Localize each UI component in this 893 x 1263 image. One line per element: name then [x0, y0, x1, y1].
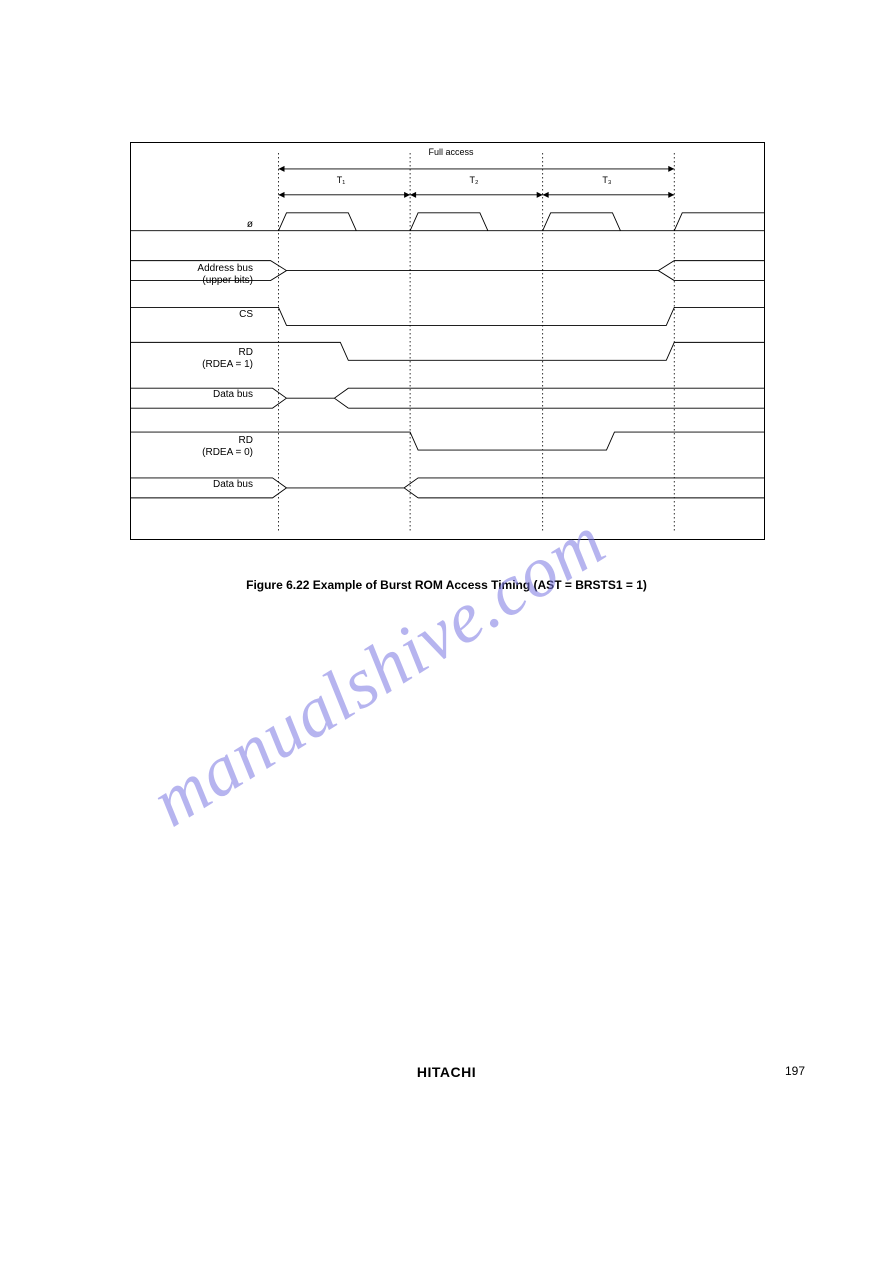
- signal-label: RD (RDEA = 0): [143, 435, 253, 459]
- watermark: manualshive.com: [137, 499, 619, 843]
- signal-label: Address bus (upper bits): [143, 263, 253, 287]
- timing-diagram: ø Address bus (upper bits) CS RD (RDEA = 1)…: [130, 142, 765, 540]
- signal-label: Data bus: [143, 479, 253, 491]
- timing-label: T₁: [301, 175, 381, 185]
- signal-label: Data bus: [143, 389, 253, 401]
- signal-label: CS: [143, 309, 253, 321]
- figure-caption: Figure 6.22 Example of Burst ROM Access …: [0, 578, 893, 592]
- footer-brand: HITACHI: [0, 1064, 893, 1080]
- page-number: 197: [785, 1064, 805, 1078]
- signal-label: RD (RDEA = 1): [143, 347, 253, 371]
- timing-label: T₃: [567, 175, 647, 185]
- signal-label: ø: [143, 219, 253, 231]
- timing-label: Full access: [411, 147, 491, 157]
- timing-label: T₂: [434, 175, 514, 185]
